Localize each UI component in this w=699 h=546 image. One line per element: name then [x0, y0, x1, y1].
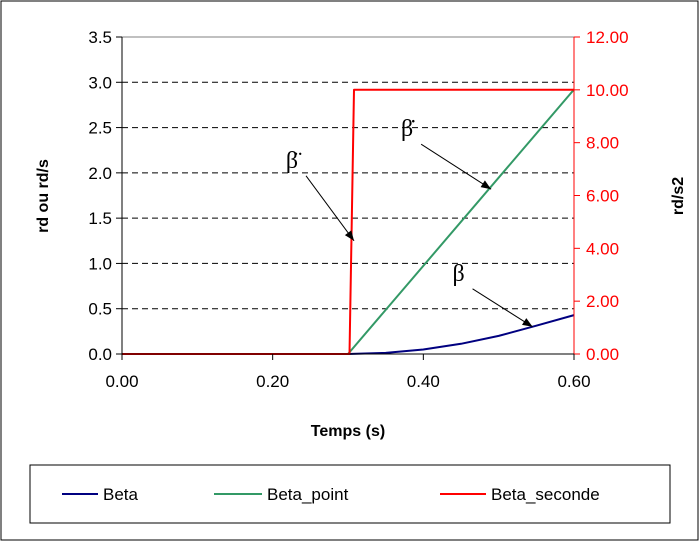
annotation-arrow: [420, 143, 492, 190]
y-right-tick-label: 0.00: [586, 345, 619, 364]
annotation-arrow: [305, 175, 355, 242]
y-left-tick-label: 0.0: [88, 345, 112, 364]
annotations: β̈ β̇ β: [286, 116, 533, 328]
y-right-tick-label: 10.00: [586, 81, 629, 100]
legend-label-beta: Beta: [103, 485, 139, 504]
y-axis-right-title: rd/s2: [670, 177, 687, 215]
y-right-tick-label: 12.00: [586, 28, 629, 47]
x-tick-label: 0.40: [407, 372, 440, 391]
annotation-arrowhead: [480, 180, 492, 190]
y-right-tick-label: 8.00: [586, 134, 619, 153]
grid: [122, 81, 574, 310]
annotation-label-beta-point: β̇: [401, 116, 415, 142]
x-tick-label: 0.00: [105, 372, 138, 391]
x-axis-title: Temps (s): [311, 423, 385, 440]
legend-label-beta-seconde: Beta_seconde: [491, 485, 600, 504]
y-axis-left-title: rd ou rd/s: [35, 159, 52, 233]
x-tick-label: 0.60: [557, 372, 590, 391]
y-left-tick-label: 3.5: [88, 28, 112, 47]
y-right-tick-label: 4.00: [586, 239, 619, 258]
y-left-tick-label: 0.5: [88, 300, 112, 319]
y-right-tick-label: 6.00: [586, 187, 619, 206]
legend: Beta Beta_point Beta_seconde: [29, 464, 671, 524]
y-right-tick-label: 2.00: [586, 292, 619, 311]
annotation-arrowhead: [344, 230, 354, 241]
annotation-label-beta: β: [452, 261, 464, 287]
y-left-tick-label: 1.0: [88, 254, 112, 273]
y-left-tick-label: 1.5: [88, 209, 112, 228]
annotation-label-beta-seconde: β̈: [286, 148, 302, 174]
y-left-tick-label: 3.0: [88, 73, 112, 92]
y-left-tick-label: 2.5: [88, 119, 112, 138]
annotation-arrowhead: [522, 318, 533, 327]
annotation-arrow: [472, 288, 533, 328]
legend-box: [29, 464, 671, 524]
y-left-tick-label: 2.0: [88, 164, 112, 183]
legend-label-beta-point: Beta_point: [267, 485, 349, 504]
x-tick-label: 0.20: [256, 372, 289, 391]
axes: 0.0 0.5 1.0 1.5 2.0 2.5 3.0 3.5 0.00 2.00 4.00 6.00…: [88, 28, 628, 391]
